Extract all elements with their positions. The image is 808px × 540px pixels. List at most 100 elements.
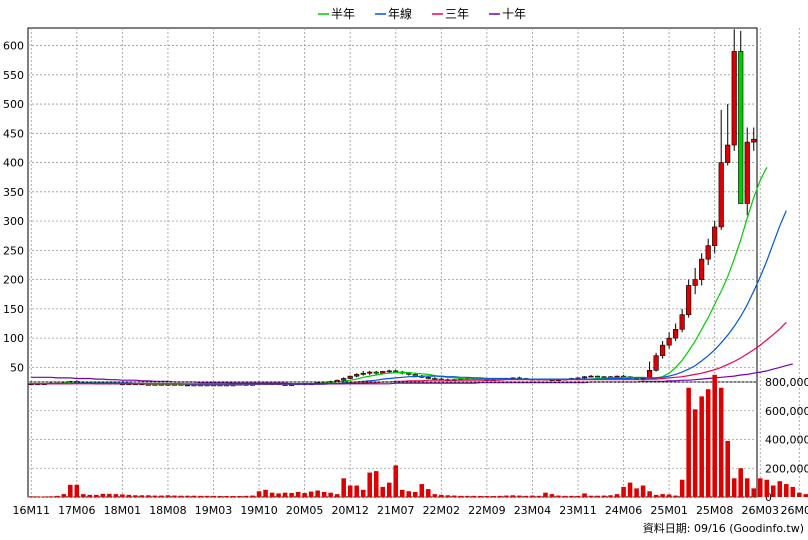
volume-bar-55: [386, 482, 392, 497]
volume-bar-27: [204, 495, 210, 497]
candle-101: [686, 279, 692, 318]
volume-bar-99: [673, 495, 678, 497]
volume-tick-3: 600,000: [765, 405, 808, 418]
volume-bar-114: [770, 485, 776, 497]
volume-bar-83: [569, 495, 574, 497]
candle-111: [751, 127, 757, 151]
volume-bar-5: [61, 494, 67, 497]
candle-98: [666, 332, 672, 349]
legend: 半年 年線 三年 十年: [318, 6, 526, 21]
volume-bar-35: [256, 491, 262, 497]
x-tick-1: 17M06: [58, 504, 96, 517]
volume-bar-89: [608, 495, 613, 497]
volume-bar-46: [328, 492, 333, 497]
x-axis: 16M11 17M06 18M01 18M08 19M03 19M10 20M05 20M12…: [13, 504, 808, 517]
price-tick-2: 150: [3, 303, 24, 316]
volume-bar-100: [679, 479, 685, 497]
volume-bar-105: [712, 374, 717, 497]
volume-bar-78: [536, 495, 542, 497]
volume-bar-40: [289, 492, 294, 497]
volume-bar-84: [575, 495, 581, 497]
legend-label-1: 年線: [388, 6, 412, 21]
volume-bar-32: [237, 495, 242, 497]
x-tick-11: 23M04: [514, 504, 552, 517]
x-tick-10: 22M09: [468, 504, 506, 517]
volume-bar-4: [55, 495, 60, 497]
volume-bar-38: [276, 493, 281, 497]
volume-bar-117: [790, 486, 796, 497]
volume-bar-16: [133, 495, 138, 497]
volume-bar-69: [478, 495, 483, 497]
volume-tick-4: 800,000: [765, 376, 808, 389]
volume-bar-6: [68, 484, 73, 497]
volume-bar-43: [308, 491, 314, 497]
x-tick-13: 24M06: [605, 504, 643, 517]
candle-99: [673, 323, 679, 342]
volume-bar-49: [347, 485, 353, 497]
price-tick-7: 400: [3, 157, 24, 170]
volume-bar-66: [458, 495, 464, 497]
volume-bar-107: [725, 440, 730, 497]
volume-bar-17: [139, 495, 145, 497]
volume-bar-81: [556, 495, 561, 497]
candle-52: [367, 370, 373, 375]
volume-bar-57: [399, 489, 405, 497]
volume-bar-34: [250, 495, 255, 497]
volume-bar-52: [367, 472, 372, 497]
volume-bar-1: [35, 496, 41, 497]
volume-bar-39: [282, 492, 288, 497]
volume-tick-1: 200,000: [765, 462, 808, 475]
candle-85: [581, 376, 588, 379]
volume-bar-30: [224, 495, 229, 497]
x-tick-12: 23M11: [559, 504, 597, 517]
price-tick-1: 100: [3, 332, 24, 345]
data-credit: 資料日期: 09/16 (Goodinfo.tw): [643, 521, 804, 535]
volume-bar-10: [94, 494, 99, 497]
price-tick-10: 550: [3, 69, 24, 82]
x-tick-2: 18M01: [104, 504, 142, 517]
volume-bar-92: [627, 482, 633, 497]
price-tick-11: 600: [3, 40, 24, 53]
volume-bar-72: [497, 495, 503, 497]
candle-105: [712, 221, 718, 254]
volume-bar-21: [165, 495, 171, 497]
volume-bar-118: [797, 492, 802, 497]
candle-104: [705, 238, 711, 265]
volume-bar-41: [295, 491, 301, 497]
volume-bar-58: [406, 491, 412, 497]
volume-bar-28: [211, 495, 216, 497]
volume-tick-0: 0: [765, 491, 772, 504]
volume-bar-87: [595, 495, 600, 497]
legend-label-3: 十年: [502, 7, 526, 21]
price-tick-5: 300: [3, 215, 24, 228]
volume-bar-59: [413, 491, 418, 497]
candle-90: [614, 375, 620, 378]
volume-bar-47: [334, 494, 340, 497]
volume-bar-2: [41, 496, 47, 497]
candle-87: [594, 375, 601, 378]
x-tick-4: 19M03: [195, 504, 233, 517]
volume-bar-85: [582, 493, 587, 497]
volume-bar-119: [803, 494, 808, 497]
volume-bar-23: [178, 495, 184, 497]
candle-50: [354, 373, 360, 378]
volume-bar-113: [764, 479, 770, 497]
volume-bar-103: [699, 396, 704, 497]
volume-bar-15: [126, 494, 132, 497]
volume-bar-8: [81, 494, 86, 497]
candle-53: [373, 370, 379, 375]
candle-110: [744, 127, 750, 216]
volume-bar-110: [744, 478, 750, 497]
candle-100: [679, 308, 685, 333]
volume-bar-75: [517, 495, 522, 497]
volume-bar-56: [393, 465, 399, 497]
x-tick-5: 19M10: [240, 504, 278, 517]
volume-bar-77: [530, 495, 535, 497]
volume-bar-115: [777, 481, 783, 497]
volume-bar-68: [471, 495, 477, 497]
volume-bar-82: [562, 495, 568, 497]
volume-bar-11: [100, 493, 106, 497]
volume-bar-3: [48, 496, 54, 497]
x-tick-6: 20M05: [286, 504, 324, 517]
